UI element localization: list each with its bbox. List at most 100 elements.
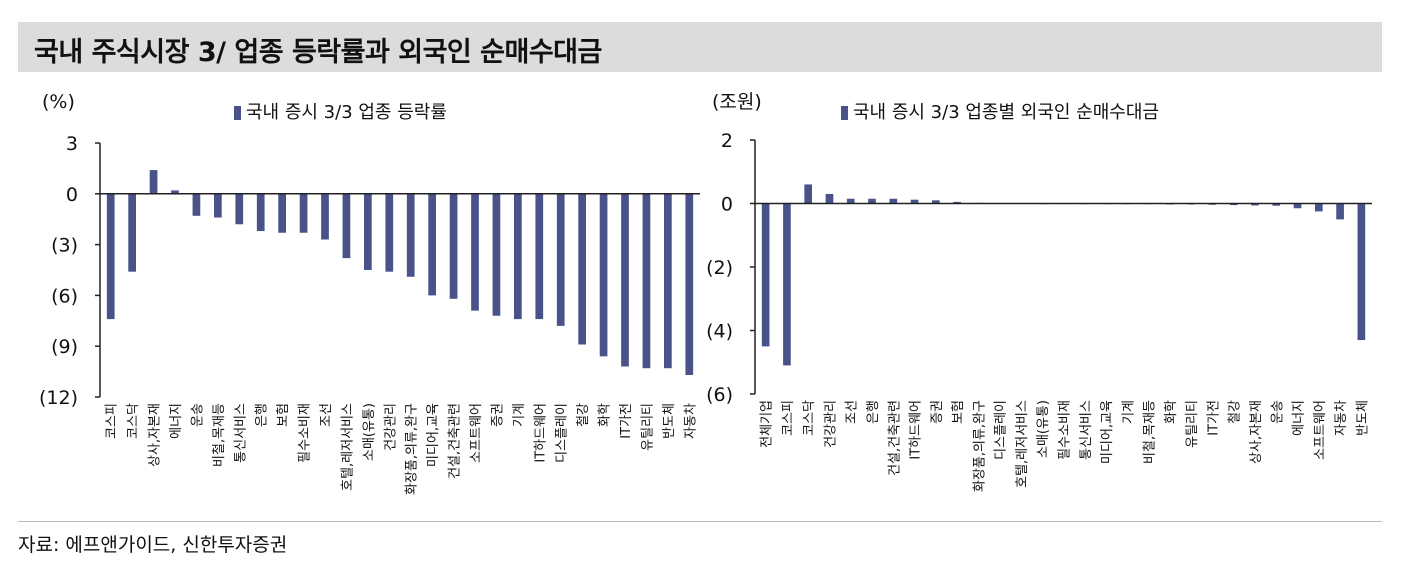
c1-legend-swatch (234, 106, 241, 120)
c1-bar (299, 193, 308, 233)
c2-category-label: 상사,자본재 (1249, 400, 1264, 464)
c2-legend-label: 국내 증시 3/3 업종별 외국인 순매수대금 (853, 102, 1159, 123)
c1-category-label: 자동차 (683, 403, 698, 439)
c1-category-label: 조선 (319, 403, 334, 427)
c2-category-label: 코스닥 (802, 400, 817, 436)
c1-category-label: 미디어,교육 (426, 403, 441, 467)
c1-bar (599, 193, 608, 357)
c1-bar (214, 193, 222, 218)
c1-legend-label: 국내 증시 3/3 업종 등락률 (246, 102, 447, 123)
page-title: 국내 주식시장 3/ 업종 등락률과 외국인 순매수대금 (34, 37, 602, 68)
c1-category-label: 필수소비재 (298, 403, 313, 463)
c1-category-label: 디스플레이 (555, 403, 570, 463)
c2-category-label: 호텔,레저서비스 (1015, 400, 1030, 488)
c2-bar (1314, 203, 1323, 212)
c2-bar (1251, 203, 1259, 206)
c1-bar (106, 193, 115, 320)
c1-category-label: 화장품,의류,완구 (405, 403, 420, 495)
c2-category-label: 건강관리 (823, 400, 838, 448)
c1-category-label: 기계 (512, 403, 527, 427)
c2-category-label: 코스피 (781, 400, 796, 436)
c2-category-label: 운송 (1270, 400, 1285, 424)
c1-category-label: 소매(유통) (362, 403, 377, 461)
c2-category-label: IT하드웨어 (909, 400, 924, 460)
title-bar: 국내 주식시장 3/ 업종 등락률과 외국인 순매수대금 (18, 22, 1382, 72)
c2-bar (1229, 203, 1238, 206)
c2-category-label: 소프트웨어 (1313, 400, 1328, 460)
c1-bar (492, 193, 501, 316)
c2-category-label: 은행 (865, 400, 881, 424)
c2-category-label: 필수소비재 (1058, 400, 1073, 460)
source-note: 자료: 에프앤가이드, 신한투자증권 (18, 534, 288, 556)
c2-category-label: 통신서비스 (1079, 400, 1094, 460)
c1-bar (685, 193, 694, 375)
c1-bar (621, 193, 629, 367)
c1-category-label: 에너지 (169, 403, 184, 439)
c1-bar (149, 170, 158, 194)
c2-category-label: 기계 (1121, 400, 1136, 424)
c1-category-label: 통신서비스 (233, 403, 248, 463)
c2-bar (1336, 203, 1344, 220)
c1-bar (321, 193, 329, 240)
footer-divider (18, 521, 1382, 522)
c1-category-label: IT가전 (619, 403, 634, 439)
c2-category-label: 유틸리티 (1185, 400, 1200, 448)
c1-bar (428, 193, 436, 296)
c1-category-label: 건설,건축관련 (448, 403, 463, 479)
c2-category-label: IT가전 (1206, 400, 1221, 436)
c1-y-tick-label: 0 (66, 184, 78, 206)
c1-bar (342, 193, 351, 259)
c1-category-label: 은행 (254, 403, 270, 427)
c1-bar (278, 193, 286, 233)
c1-chart: (%) 국내 증시 3/3 업종 등락률 3 0 (3) (6) (9) (12) 코스피 코스닥… (39, 91, 700, 495)
c1-category-label: 운송 (190, 403, 205, 427)
c1-category-label: 코스닥 (126, 403, 141, 439)
c2-bar (825, 193, 834, 204)
c1-category-label: 반도체 (662, 403, 677, 439)
c1-bar (406, 193, 415, 277)
c1-bar (471, 193, 479, 311)
c1-bar (171, 190, 179, 194)
c2-category-label: 전체기업 (760, 400, 775, 448)
c2-category-label: 반도체 (1355, 400, 1370, 436)
c1-bar (256, 193, 265, 232)
c2-category-label: 보험 (951, 400, 966, 424)
c2-bar (868, 198, 876, 204)
c1-bar (556, 193, 565, 326)
c2-legend-swatch (841, 106, 848, 120)
c2-category-label: 철강 (1228, 400, 1243, 424)
c1-y-tick-label: 3 (66, 133, 78, 155)
c1-category-label: 증권 (490, 403, 505, 427)
c2-bar (932, 200, 940, 204)
c2-bar (783, 203, 791, 366)
c2-y-tick-label: (4) (706, 321, 733, 343)
c1-category-label: 화학 (598, 403, 613, 427)
c1-bar (385, 193, 394, 272)
c1-category-label: 보험 (276, 403, 291, 427)
c1-category-label: 상사,자본재 (148, 403, 163, 467)
c1-bar (642, 193, 651, 369)
c2-category-label: 조선 (845, 400, 860, 424)
c1-category-label: 호텔,레저서비스 (340, 403, 355, 491)
c2-bar (1272, 203, 1281, 206)
c2-bar (1293, 203, 1302, 209)
c1-y-tick-label: (9) (51, 336, 78, 358)
c1-category-label: 유틸리티 (640, 403, 655, 451)
c1-bar (535, 193, 544, 320)
c1-bar (664, 193, 672, 369)
c1-y-tick-label: (6) (51, 285, 78, 307)
c2-unit-label: (조원) (712, 91, 762, 113)
c2-category-label: 자동차 (1334, 400, 1349, 436)
c2-bar (1357, 203, 1366, 341)
c1-bar (364, 193, 372, 270)
c1-category-label: 코스피 (105, 403, 120, 439)
c2-category-label: 건설,건축관련 (887, 400, 902, 476)
c2-category-label: 증권 (930, 400, 945, 424)
c2-category-label: 미디어,교육 (1100, 400, 1115, 464)
c2-bar (889, 198, 898, 204)
c1-bar (514, 193, 522, 320)
c1-bar (235, 193, 244, 225)
c2-category-label: 비철,목재등 (1143, 400, 1158, 464)
c2-bar (804, 184, 813, 204)
